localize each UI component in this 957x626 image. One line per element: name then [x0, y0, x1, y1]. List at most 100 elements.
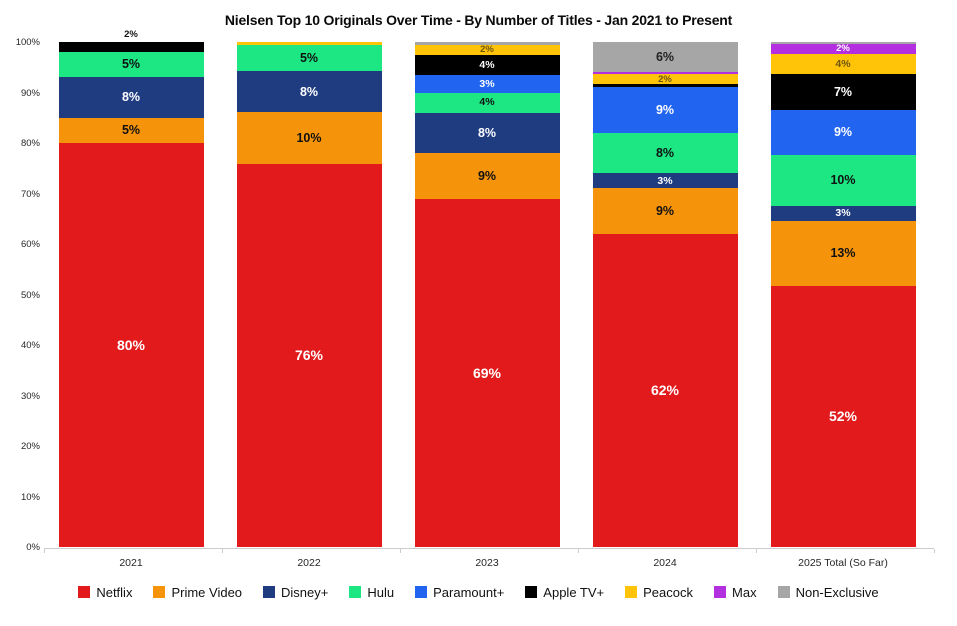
bar-2022: 76% 10% 8% 5% — [236, 42, 382, 547]
legend-label: Disney+ — [281, 584, 329, 600]
x-axis-tick — [222, 549, 223, 553]
segment-netflix-2022: 76% — [236, 163, 382, 547]
y-axis-tick-label: 70% — [20, 188, 40, 200]
value-label: 2% — [480, 44, 494, 56]
segment-peacock-2022 — [236, 42, 382, 45]
legend-swatch-disney — [263, 586, 276, 598]
segment-peacock-2025-total-so-far: 4% — [770, 54, 916, 75]
y-axis-tick-label: 50% — [20, 289, 40, 301]
legend-label: Non-Exclusive — [795, 584, 879, 600]
value-label: 8% — [299, 84, 319, 99]
value-label: 13% — [830, 246, 856, 261]
value-label: 76% — [294, 347, 324, 364]
segment-netflix-2021: 80% — [58, 143, 204, 547]
x-axis-line — [44, 548, 934, 549]
x-axis-category-label: 2022 — [297, 557, 321, 569]
y-axis-tick-label: 100% — [15, 37, 40, 48]
x-axis-tick — [400, 549, 401, 553]
segment-peacock-2023: 2% — [414, 44, 560, 56]
legend-item-non-exclusive: Non-Exclusive — [777, 584, 879, 600]
legend-label: Max — [732, 584, 757, 600]
segment-prime-video-2024: 9% — [592, 188, 738, 234]
segment-hulu-2023: 4% — [414, 92, 560, 113]
segment-disney-2024: 3% — [592, 173, 738, 189]
legend: Netflix Prime Video Disney+ Hulu Paramount+ A… — [0, 581, 957, 603]
segment-max-2024 — [592, 72, 738, 75]
segment-peacock-2024: 2% — [592, 73, 738, 85]
value-label: 80% — [116, 337, 146, 353]
x-axis-category-label: 2024 — [653, 557, 677, 569]
y-axis-tick-label: 20% — [20, 441, 40, 452]
value-label: 9% — [655, 203, 675, 218]
legend-item-prime-video: Prime Video — [153, 585, 242, 600]
y-axis-tick-label: 80% — [20, 138, 40, 149]
segment-netflix-2025-total-so-far: 52% — [770, 285, 916, 547]
legend-label: Apple TV+ — [543, 584, 605, 600]
segment-paramount-2023: 3% — [414, 75, 560, 93]
legend-swatch-max — [714, 586, 727, 598]
value-label: 69% — [472, 364, 502, 381]
legend-item-disney: Disney+ — [263, 585, 328, 600]
legend-label: Hulu — [367, 584, 395, 600]
y-axis-tick-label: 0% — [26, 542, 40, 553]
segment-hulu-2021: 5% — [58, 52, 204, 78]
segment-prime-video-2025-total-so-far: 13% — [770, 220, 916, 286]
value-label: 10% — [830, 173, 856, 188]
value-label: 2% — [658, 73, 672, 85]
y-axis-tick-label: 60% — [20, 239, 40, 250]
legend-swatch-paramount — [415, 586, 428, 598]
legend-swatch-prime-video — [153, 586, 166, 598]
segment-max-2025-total-so-far: 2% — [770, 43, 916, 55]
segment-apple-tv-2025-total-so-far: 7% — [770, 74, 916, 110]
x-axis-category-label: 2025 Total (So Far) — [798, 557, 888, 569]
legend-label: Netflix — [96, 584, 133, 600]
segment-paramount-2025-total-so-far: 9% — [770, 109, 916, 156]
legend-swatch-apple-tv — [525, 586, 538, 598]
value-label: 5% — [299, 50, 319, 65]
x-axis-tick — [756, 549, 757, 553]
legend-label: Paramount+ — [433, 584, 505, 600]
segment-hulu-2024: 8% — [592, 132, 738, 174]
segment-disney-2022: 8% — [236, 71, 382, 113]
y-axis-tick-label: 40% — [20, 340, 40, 351]
legend-item-max: Max — [714, 585, 757, 600]
x-axis-tick — [934, 549, 935, 553]
value-label: 8% — [121, 90, 141, 105]
value-label: 8% — [477, 125, 497, 140]
value-label: 9% — [477, 168, 497, 183]
value-label: 4% — [835, 57, 851, 70]
legend-label: Prime Video — [171, 584, 243, 600]
segment-apple-tv-2021: 2% — [58, 30, 204, 53]
x-axis-tick — [578, 549, 579, 553]
legend-label: Peacock — [643, 584, 694, 600]
segment-apple-tv-2023: 4% — [414, 55, 560, 76]
value-label: 3% — [657, 174, 673, 187]
value-label: 2% — [836, 43, 850, 55]
segment-netflix-2023: 69% — [414, 198, 560, 547]
bar-2025-total-so-far: 52% 13% 3% 10% 9% 7% 4% 2% — [770, 42, 916, 547]
value-label: 8% — [655, 145, 675, 160]
value-label: 4% — [479, 59, 495, 71]
y-axis-tick-label: 90% — [20, 87, 40, 99]
legend-item-paramount: Paramount+ — [415, 585, 504, 600]
y-axis-tick-label: 10% — [20, 491, 40, 503]
chart-title: Nielsen Top 10 Originals Over Time - By … — [224, 12, 733, 28]
segment-hulu-2025-total-so-far: 10% — [770, 155, 916, 206]
segment-non-exclusive-2024: 6% — [592, 42, 738, 73]
value-label: 7% — [833, 84, 853, 99]
x-axis-category-label: 2021 — [119, 557, 143, 569]
segment-disney-2023: 8% — [414, 112, 560, 154]
segment-netflix-2024: 62% — [592, 233, 738, 547]
bar-2021: 80% 5% 8% 5% 2% — [58, 30, 204, 547]
segment-disney-2021: 8% — [58, 77, 204, 118]
segment-non-exclusive-2025-total-so-far — [770, 42, 916, 45]
value-label: 9% — [833, 125, 853, 140]
segment-paramount-2024: 9% — [592, 87, 738, 133]
segment-disney-2025-total-so-far: 3% — [770, 205, 916, 221]
value-label: 62% — [650, 382, 680, 399]
segment-prime-video-2023: 9% — [414, 153, 560, 199]
segment-apple-tv-2024 — [592, 84, 738, 88]
legend-item-netflix: Netflix — [78, 585, 132, 600]
segment-hulu-2022: 5% — [236, 44, 382, 72]
